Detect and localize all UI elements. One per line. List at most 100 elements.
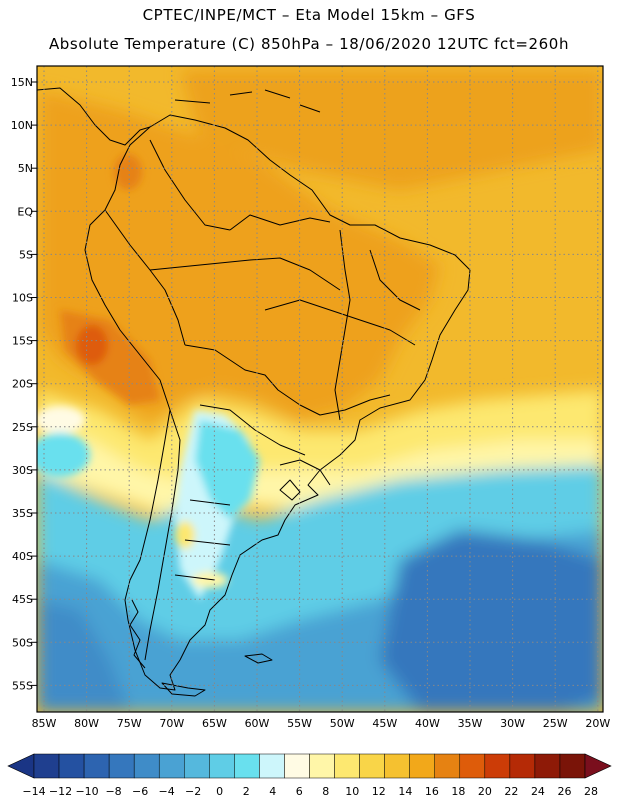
border-argentina-provinces <box>174 499 231 581</box>
colorbar-swatch <box>259 753 285 779</box>
field-west-cold-ocean <box>37 600 130 712</box>
colorbar-label: −4 <box>159 785 175 798</box>
colorbar-label: 18 <box>451 785 465 798</box>
border-brazil-interior <box>264 299 416 346</box>
lon-label: 75W <box>117 717 142 730</box>
colorbar-swatch <box>58 753 85 779</box>
lon-label: 35W <box>458 717 483 730</box>
colorbar-swatch <box>33 753 60 779</box>
caribbean-islands <box>174 89 321 113</box>
colorbar-label: 12 <box>372 785 386 798</box>
lon-label: 50W <box>330 717 355 730</box>
colorbar-swatch <box>284 753 310 779</box>
lat-label: 15S <box>12 335 33 348</box>
colorbar-label: −12 <box>49 785 72 798</box>
border-brazil-states-1 <box>334 229 351 421</box>
lat-label: 45S <box>12 593 33 606</box>
lat-label: 25S <box>12 421 33 434</box>
latitude-labels: 15N 10N 5N EQ 5S 10S 15S 20S 25S 30S 35S 40S 45S 50S 5… <box>11 76 37 692</box>
lat-label: 50S <box>12 636 33 649</box>
falkland-islands <box>244 653 273 664</box>
lon-label: 55W <box>287 717 312 730</box>
border-amazon-north <box>229 214 331 231</box>
colorbar-label: 22 <box>504 785 518 798</box>
colorbar-label: 28 <box>584 785 598 798</box>
colorbar-label: 8 <box>322 785 329 798</box>
central-america-coast <box>37 87 151 146</box>
colorbar-label: 10 <box>345 785 359 798</box>
colorbar-label: 2 <box>243 785 250 798</box>
lat-label: 20S <box>12 378 33 391</box>
lat-label: 35S <box>12 507 33 520</box>
field-argentina-warm-spot <box>192 572 228 588</box>
coastlines <box>37 87 471 697</box>
field-pacific-cool-core <box>37 433 90 477</box>
lon-label: 85W <box>32 717 57 730</box>
chile-fjords <box>129 599 146 669</box>
lon-label: 25W <box>543 717 568 730</box>
colorbar-swatch <box>409 753 435 779</box>
colorbar-swatch <box>309 753 335 779</box>
border-chile-argentina <box>144 409 181 661</box>
map-frame <box>36 65 604 713</box>
colorbar-label: −14 <box>22 785 45 798</box>
lat-label: 10S <box>12 292 33 305</box>
colorbar-swatch <box>108 753 135 779</box>
colorbar-swatch <box>534 753 561 779</box>
border-uruguay <box>279 459 331 486</box>
rio-de-la-plata <box>279 479 301 501</box>
lat-label: 5S <box>19 248 33 261</box>
temperature-field <box>37 66 603 712</box>
colorbar-swatch <box>234 753 260 779</box>
colorbar-swatch <box>434 753 461 779</box>
colorbar-label: −8 <box>105 785 121 798</box>
colorbar-label: 14 <box>398 785 412 798</box>
colorbar-swatch <box>83 753 110 779</box>
colorbar-label: 26 <box>557 785 571 798</box>
colorbar-swatch <box>184 753 210 779</box>
lon-label: 70W <box>159 717 184 730</box>
colorbar-swatch <box>359 753 385 779</box>
field-patagonia-deep-south <box>380 530 603 712</box>
lat-label: 30S <box>12 464 33 477</box>
colorbar-swatch <box>509 753 536 779</box>
field-warm-north-ocean <box>180 70 603 190</box>
field-subtropical-transition <box>37 390 603 500</box>
colorbar-swatch <box>459 753 486 779</box>
lat-label: 10N <box>11 119 33 132</box>
map-title: CPTEC/INPE/MCT – Eta Model 15km – GFS <box>142 6 476 24</box>
lon-label: 30W <box>500 717 525 730</box>
south-america-coastline <box>84 114 471 691</box>
colorbar-label: 16 <box>425 785 439 798</box>
colorbar-label: 24 <box>531 785 545 798</box>
temperature-colorbar <box>7 753 612 779</box>
lon-label: 80W <box>74 717 99 730</box>
colorbar-swatch <box>133 753 160 779</box>
field-chile-warm-tongue <box>175 521 195 549</box>
border-peru-brazil <box>104 209 186 346</box>
colorbar-swatch <box>209 753 235 779</box>
lat-label: 40S <box>12 550 33 563</box>
longitude-labels: 85W 80W 75W 70W 65W 60W 55W 50W 45W 40W 35W 30W 25W 2… <box>32 717 611 730</box>
map-subtitle: Absolute Temperature (C) 850hPa – 18/06/… <box>48 35 570 53</box>
colorbar-labels: −14 −12 −10 −8 −6 −4 −2 0 2 4 6 8 10 12 14 16 18 20 22 24 26… <box>22 785 598 798</box>
lat-label: EQ <box>17 205 33 218</box>
colorbar-label: −6 <box>132 785 148 798</box>
lat-label: 55S <box>12 679 33 692</box>
lon-label: 20W <box>585 717 610 730</box>
lon-label: 60W <box>245 717 270 730</box>
colorbar-label: 6 <box>296 785 303 798</box>
colorbar-swatch <box>484 753 511 779</box>
colorbar-swatch <box>158 753 185 779</box>
colorbar-swatch <box>384 753 410 779</box>
lat-label: 5N <box>18 162 33 175</box>
border-brazil-states-2 <box>369 249 421 311</box>
field-pacific-cool-patch <box>37 406 85 434</box>
colorbar-swatch <box>559 753 586 779</box>
border-brazil-north <box>149 257 341 291</box>
lon-label: 40W <box>415 717 440 730</box>
border-venezuela-colombia <box>149 139 231 231</box>
lat-label: 15N <box>11 76 33 89</box>
lon-label: 65W <box>202 717 227 730</box>
